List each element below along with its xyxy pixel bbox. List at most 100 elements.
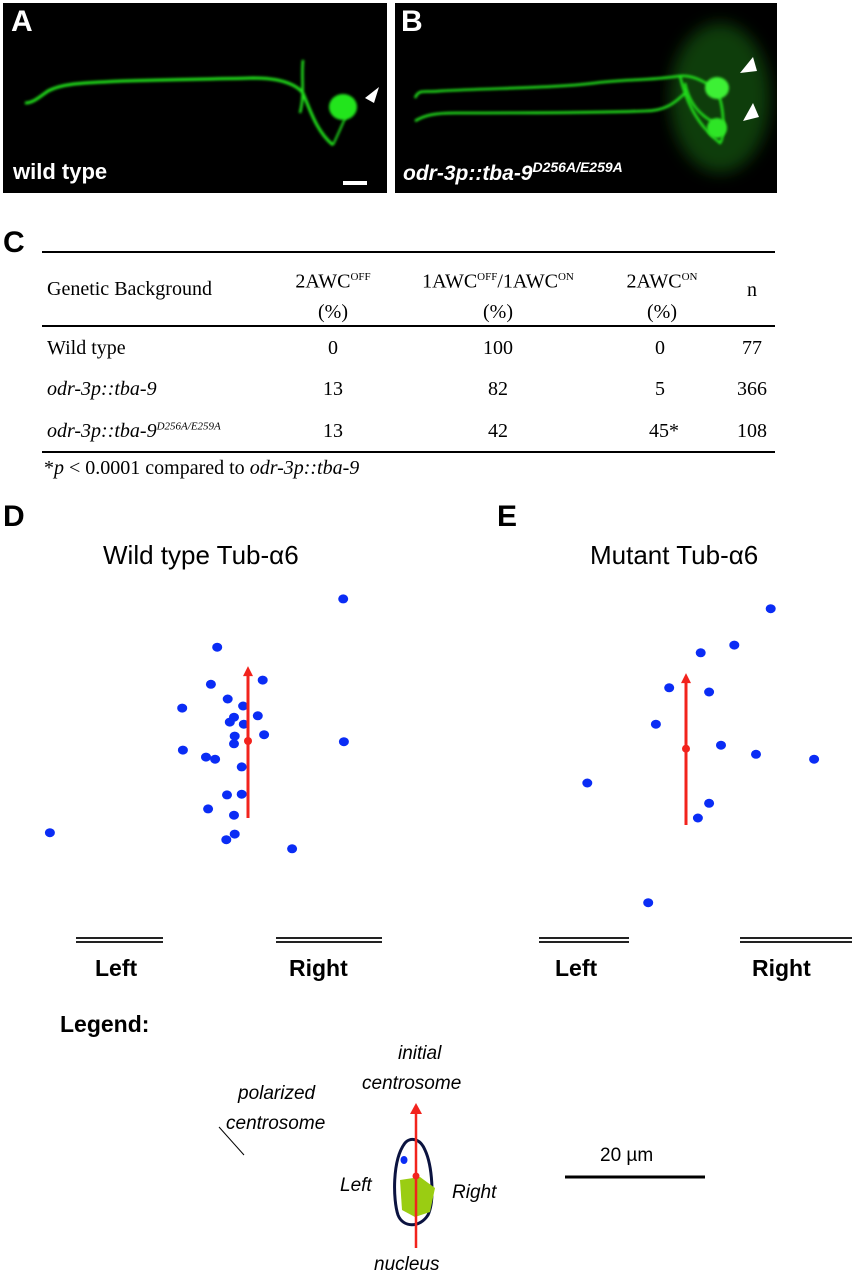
arrowhead-icon xyxy=(743,103,759,121)
header-sup: ON xyxy=(557,271,574,283)
left-bar-d xyxy=(76,937,163,943)
legend-polarized-centrosome-dot xyxy=(400,1156,408,1164)
centrosome-point xyxy=(704,798,715,808)
centrosome-point xyxy=(222,790,232,800)
centrosome-point xyxy=(643,898,654,908)
centrosome-point xyxy=(229,739,239,749)
arrowhead-icon xyxy=(740,57,757,73)
header-unit: (%) xyxy=(647,300,677,323)
arrow-midpoint xyxy=(244,737,252,745)
table-top-rule xyxy=(42,251,775,253)
row-background: odr-3p::tba-9D256A/E259A xyxy=(47,420,221,443)
centrosome-point xyxy=(704,687,715,697)
centrosome-point xyxy=(177,745,188,755)
centrosome-point xyxy=(224,717,235,727)
centrosome-point xyxy=(210,754,221,764)
legend-arrowhead-icon xyxy=(410,1103,422,1114)
centrosome-point xyxy=(695,648,706,658)
cell-body xyxy=(329,94,357,120)
centrosome-point xyxy=(338,737,349,747)
row-2awc-off: 13 xyxy=(323,378,343,400)
header-unit: (%) xyxy=(318,300,348,323)
label-left-e: Left xyxy=(555,955,598,981)
row-background: Wild type xyxy=(47,337,126,359)
scale-bar xyxy=(343,181,367,185)
arrowhead-icon xyxy=(243,666,253,677)
header-text: 2AWC xyxy=(626,270,682,293)
header-unit: (%) xyxy=(483,300,513,323)
chart-title-wild-type: Wild type Tub-α6 xyxy=(103,540,299,570)
header-2awc-on: 2AWCON (%) xyxy=(627,262,698,327)
centrosome-point xyxy=(236,789,247,799)
legend-nucleus: nucleus xyxy=(374,1254,440,1275)
arrowhead-icon xyxy=(681,673,691,684)
arrowhead-icon xyxy=(365,87,379,103)
centrosome-point xyxy=(44,828,55,838)
centrosome-point xyxy=(252,711,263,721)
table-footnote: *p < 0.0001 compared to odr-3p::tba-9 xyxy=(44,457,359,480)
header-sup: OFF xyxy=(350,271,371,283)
table-bottom-rule xyxy=(42,451,775,453)
centrosome-point xyxy=(205,679,216,689)
row-n: 108 xyxy=(737,420,767,442)
left-bar-e xyxy=(539,937,629,943)
row-genotype: odr-3p::tba-9 xyxy=(47,420,157,442)
centrosome-point xyxy=(751,749,761,759)
row-1awc-off-on: 82 xyxy=(488,378,508,400)
centrosome-point xyxy=(650,719,661,729)
right-bar-d xyxy=(276,937,382,943)
row-n: 366 xyxy=(737,378,767,400)
row-2awc-on: 45* xyxy=(649,420,679,442)
caption-genotype: odr-3p::tba-9 xyxy=(403,162,533,185)
row-2awc-on: 0 xyxy=(655,337,665,359)
nucleus-shape xyxy=(400,1177,435,1217)
centrosome-point xyxy=(257,675,268,685)
label-left-d: Left xyxy=(95,955,138,981)
neuron-image xyxy=(413,23,770,173)
panel-label-a: A xyxy=(11,5,33,38)
label-right-e: Right xyxy=(752,955,811,981)
panel-label-b: B xyxy=(401,5,423,38)
centrosome-point xyxy=(809,754,820,764)
centrosome-point xyxy=(338,594,349,604)
cell-body xyxy=(705,77,729,99)
centrosome-point xyxy=(716,740,726,750)
scale-bar-label: 20 µm xyxy=(600,1145,654,1166)
label-right-d: Right xyxy=(289,955,348,981)
micrograph-wild-type: A wild type xyxy=(3,3,387,193)
caption-allele: D256A/E259A xyxy=(532,159,623,175)
legend-right: Right xyxy=(452,1182,497,1203)
row-1awc-off-on: 42 xyxy=(488,420,508,442)
legend-initial-centrosome-dot xyxy=(412,1172,420,1180)
centrosome-point xyxy=(229,829,240,839)
panel-label-d: D xyxy=(3,500,25,533)
panel-label-e: E xyxy=(497,500,518,533)
arrow-midpoint xyxy=(682,744,690,753)
legend-initial: initial xyxy=(398,1043,442,1064)
centrosome-point xyxy=(229,810,239,820)
cell-outline xyxy=(393,1137,434,1227)
centrosome-point xyxy=(238,719,249,729)
row-1awc-off-on: 100 xyxy=(483,337,513,359)
legend-polarized-centrosome: centrosome xyxy=(226,1113,326,1134)
row-allele: D256A/E259A xyxy=(156,420,221,433)
row-2awc-off: 13 xyxy=(323,420,343,442)
centrosome-point xyxy=(177,703,188,713)
footnote-star: * xyxy=(44,457,54,479)
header-1awc-off-on: 1AWCOFF/1AWCON (%) xyxy=(422,262,574,327)
header-n: n xyxy=(747,279,757,301)
row-background: odr-3p::tba-9 xyxy=(47,378,157,400)
footnote-text: < 0.0001 compared to xyxy=(64,457,250,479)
header-2awc-off: 2AWCOFF (%) xyxy=(295,262,370,327)
centrosome-point xyxy=(212,642,223,652)
neuron-image xyxy=(24,59,379,185)
header-text: 1AWC xyxy=(422,270,478,293)
caption-wild-type: wild type xyxy=(13,159,108,184)
centrosome-point xyxy=(582,778,593,788)
caption-mutant: odr-3p::tba-9D256A/E259A xyxy=(403,159,623,186)
footnote-p: p xyxy=(54,457,64,479)
cell-body xyxy=(707,118,727,138)
centrosome-point xyxy=(203,804,214,814)
